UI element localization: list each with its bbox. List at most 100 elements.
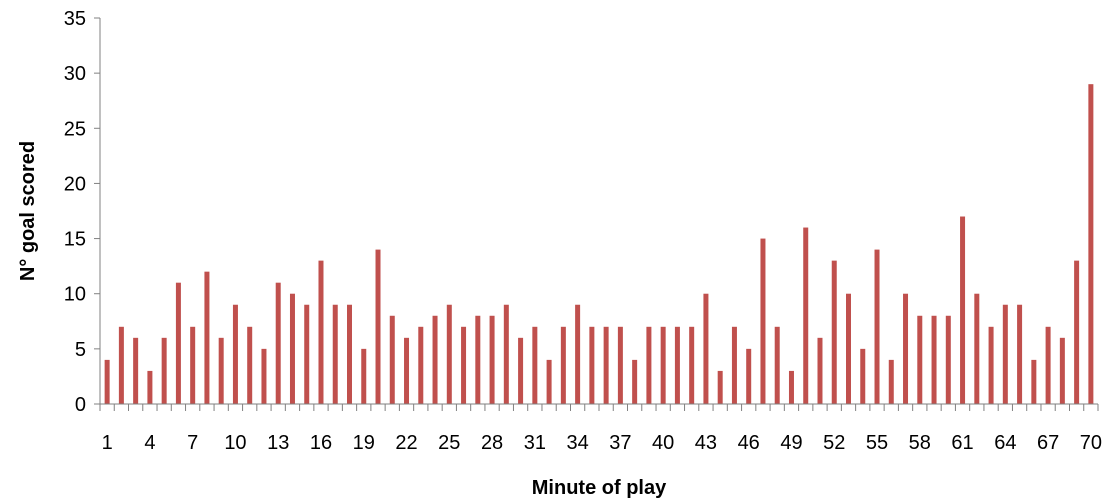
bar: [846, 293, 851, 404]
x-tick-label: 55: [866, 432, 888, 454]
bar: [874, 249, 880, 404]
x-tick-label: 19: [353, 432, 375, 454]
x-tick-label: 4: [144, 432, 155, 454]
bar: [118, 326, 124, 404]
x-tick-label: 37: [609, 432, 631, 454]
bar: [318, 260, 324, 404]
bar: [646, 326, 652, 404]
x-tick-label: 22: [395, 432, 417, 454]
y-tick-label: 10: [64, 284, 86, 306]
bar: [503, 304, 509, 404]
bar: [689, 326, 695, 404]
bar: [888, 359, 894, 404]
x-tick-label: 28: [481, 432, 503, 454]
x-tick-label: 40: [652, 432, 674, 454]
x-tick-label: 52: [823, 432, 845, 454]
x-tick-label: 16: [310, 432, 332, 454]
bar: [988, 326, 994, 404]
x-tick-label: 64: [994, 432, 1016, 454]
bar: [361, 348, 367, 404]
bar: [432, 315, 438, 404]
bar: [974, 293, 980, 404]
bar: [261, 348, 267, 404]
x-tick-label: 31: [524, 432, 546, 454]
x-tick-label: 1: [102, 432, 113, 454]
y-tick-label: 5: [75, 339, 86, 361]
bar: [575, 304, 581, 404]
bar: [903, 293, 909, 404]
x-tick-label: 70: [1080, 432, 1102, 454]
bar: [945, 315, 951, 404]
y-axis-ticks: 0 5 10 15 20 25 30 35: [64, 8, 100, 416]
bar: [461, 326, 467, 404]
bar: [960, 216, 966, 404]
bar: [817, 337, 823, 404]
y-tick-label: 25: [64, 118, 86, 140]
bar: [603, 326, 609, 404]
bar: [1002, 304, 1008, 404]
x-tick-label: 43: [695, 432, 717, 454]
bar: [489, 315, 495, 404]
y-tick-label: 35: [64, 8, 86, 30]
x-tick-label: 46: [738, 432, 760, 454]
bar: [1017, 304, 1023, 404]
bar: [746, 348, 752, 404]
bar: [247, 326, 253, 404]
x-tick-label: 34: [566, 432, 588, 454]
bar: [147, 370, 153, 404]
bar: [660, 326, 666, 404]
x-tick-label: 25: [438, 432, 460, 454]
bar: [446, 304, 452, 404]
x-axis-title: Minute of play: [532, 477, 667, 499]
bar: [703, 293, 709, 404]
bars: [104, 84, 1094, 405]
bar: [589, 326, 595, 404]
bar: [760, 238, 766, 404]
bar: [190, 326, 196, 404]
bar: [518, 337, 524, 404]
bar: [617, 326, 623, 404]
x-tick-label: 13: [267, 432, 289, 454]
bar: [289, 293, 295, 404]
y-tick-label: 20: [64, 173, 86, 195]
bar: [674, 326, 680, 404]
bar: [860, 348, 866, 404]
bar: [931, 315, 937, 404]
bar: [917, 315, 923, 404]
bar: [175, 282, 181, 404]
x-tick-label: 10: [224, 432, 246, 454]
x-tick-label: 67: [1037, 432, 1059, 454]
bar: [560, 326, 566, 404]
bar: [831, 260, 837, 404]
bar: [1031, 359, 1037, 404]
bar: [418, 326, 424, 404]
bar: [375, 249, 381, 404]
bar: [532, 326, 538, 404]
bar: [404, 337, 410, 404]
bar: [717, 370, 723, 404]
x-tick-label: 7: [187, 432, 198, 454]
bar: [803, 227, 809, 404]
bar: [475, 315, 481, 404]
bar: [1059, 337, 1065, 404]
y-tick-label: 15: [64, 229, 86, 251]
y-axis-title: N° goal scored: [17, 141, 39, 281]
y-tick-label: 30: [64, 63, 86, 85]
x-tick-label: 61: [951, 432, 973, 454]
bar: [161, 337, 167, 404]
bar: [1088, 84, 1094, 405]
x-tick-label: 58: [909, 432, 931, 454]
bar: [788, 370, 794, 404]
bar: [133, 337, 139, 404]
bar: [774, 326, 780, 404]
bar: [389, 315, 395, 404]
bar: [275, 282, 281, 404]
bar: [304, 304, 310, 404]
bar: [347, 304, 352, 404]
bar: [332, 304, 338, 404]
bar: [1074, 260, 1080, 404]
bar: [546, 359, 552, 404]
x-tick-label: 49: [780, 432, 802, 454]
bar: [632, 359, 638, 404]
